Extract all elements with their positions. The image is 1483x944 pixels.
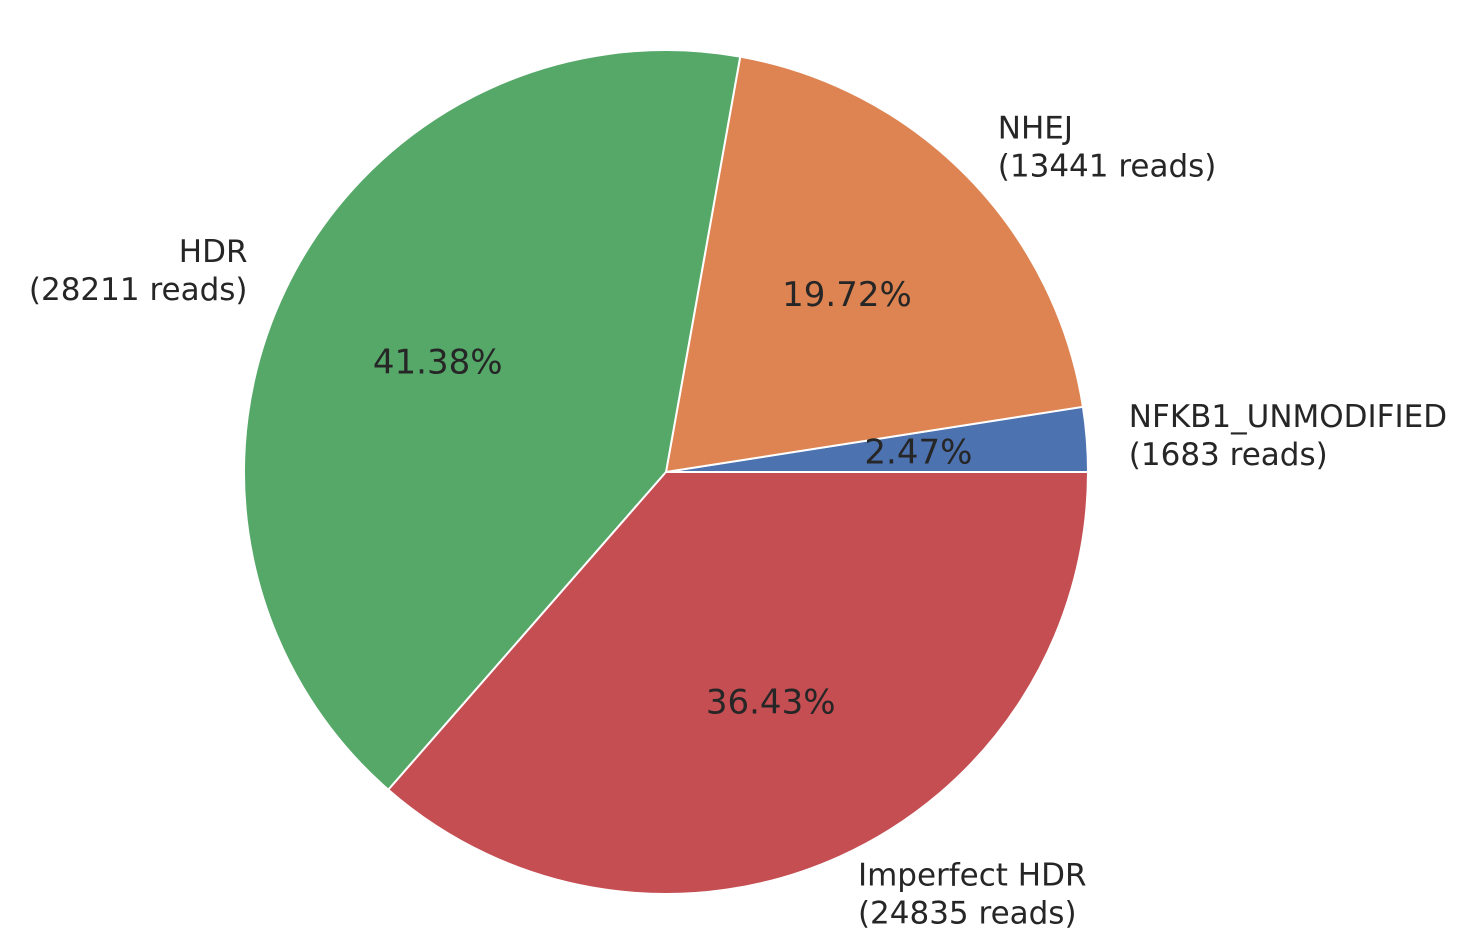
- category-reads: (28211 reads): [29, 272, 248, 308]
- category-reads: (24835 reads): [858, 896, 1077, 932]
- category-name: HDR: [179, 234, 248, 270]
- category-name: NFKB1_UNMODIFIED: [1129, 399, 1447, 435]
- category-name: NHEJ: [998, 110, 1073, 146]
- pie-slices: [243, 49, 1089, 895]
- category-label: NFKB1_UNMODIFIED (1683 reads): [1129, 399, 1447, 473]
- pie-slice-hdr: [243, 49, 742, 791]
- category-name: Imperfect HDR: [858, 858, 1087, 894]
- category-reads: (1683 reads): [1129, 437, 1328, 473]
- category-label: NHEJ (13441 reads): [998, 110, 1217, 184]
- pie-slice-nhej: [665, 55, 1084, 473]
- percent-label: 41.38%: [373, 342, 503, 382]
- percent-label: 2.47%: [864, 432, 972, 472]
- category-reads: (13441 reads): [998, 148, 1217, 184]
- category-label: HDR (28211 reads): [29, 234, 248, 308]
- category-label: Imperfect HDR (24835 reads): [858, 858, 1087, 932]
- pie-slice-imperfect-hdr: [387, 471, 1089, 895]
- percent-label: 19.72%: [782, 275, 912, 315]
- percent-label: 36.43%: [706, 683, 836, 723]
- pie-labels: 2.47% NFKB1_UNMODIFIED (1683 reads) 19.72% N…: [29, 110, 1447, 931]
